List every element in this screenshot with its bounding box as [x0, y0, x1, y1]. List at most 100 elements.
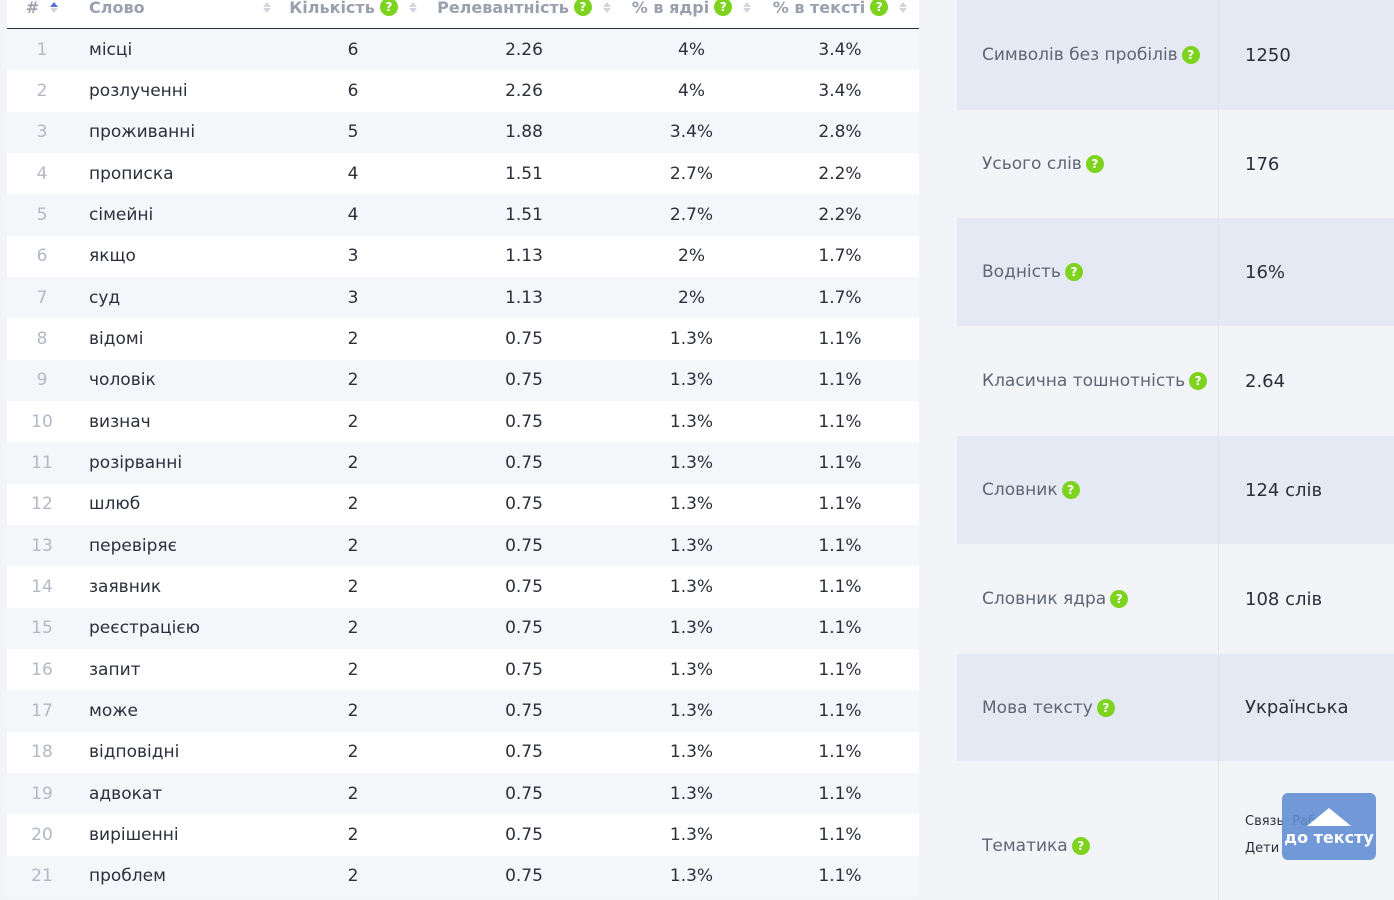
help-icon[interactable]: ? [714, 0, 733, 16]
sort-arrows-icon[interactable] [50, 1, 59, 13]
row-count: 4 [347, 163, 359, 184]
row-core-percent: 2.7% [669, 204, 714, 225]
row-word: може [89, 700, 138, 721]
sort-arrows-icon[interactable] [899, 1, 908, 13]
row-relevance: 0.75 [505, 370, 543, 391]
row-index: 3 [36, 122, 48, 143]
table-header: # Слово Кількість ? Релевантність ? % в … [7, 0, 919, 29]
help-icon[interactable]: ? [379, 0, 398, 16]
column-header-word[interactable]: Слово [77, 0, 277, 28]
row-count: 2 [347, 700, 359, 721]
stat-label: Символів без пробілів? [957, 0, 1219, 110]
row-index: 19 [31, 783, 53, 804]
sort-arrows-icon[interactable] [602, 1, 611, 13]
row-core-percent: 2% [678, 287, 705, 308]
stat-value: 108 слів [1245, 588, 1323, 610]
table-row: 2 розлученні 6 2.26 4% 3.4% [7, 70, 919, 112]
table-row: 16 запит 2 0.75 1.3% 1.1% [7, 648, 919, 691]
sort-arrows-icon[interactable] [743, 1, 752, 13]
row-relevance: 0.75 [505, 576, 543, 597]
row-relevance: 0.75 [505, 328, 543, 349]
row-text-percent: 2.2% [818, 204, 862, 225]
to-text-button[interactable]: до тексту [1282, 793, 1376, 860]
help-icon[interactable]: ? [870, 0, 889, 16]
table-body: 1 місці 6 2.26 4% 3.4% 2 розлученні 6 2.26 4% 3.4% 3… [7, 29, 919, 897]
row-word: перевіряє [89, 535, 177, 556]
row-relevance: 0.75 [505, 824, 543, 845]
column-header-count[interactable]: Кількість ? [277, 0, 429, 28]
row-text-percent: 1.1% [818, 618, 862, 639]
row-text-percent: 1.7% [818, 246, 862, 267]
row-relevance: 1.13 [505, 287, 543, 308]
row-count: 2 [347, 411, 359, 432]
row-core-percent: 4% [678, 39, 705, 60]
help-icon[interactable]: ? [1064, 263, 1083, 281]
row-word: суд [89, 287, 121, 308]
table-row: 13 перевіряє 2 0.75 1.3% 1.1% [7, 524, 919, 567]
row-core-percent: 1.3% [669, 824, 714, 845]
stat-label-text: Словник ядра [982, 589, 1107, 609]
row-core-percent: 1.3% [669, 700, 714, 721]
stat-label: Словник? [957, 436, 1219, 544]
column-header-core-percent[interactable]: % в ядрі ? [619, 0, 764, 28]
row-index: 21 [31, 866, 53, 887]
row-index: 4 [36, 163, 48, 184]
row-core-percent: 1.3% [669, 494, 714, 515]
column-header-text-percent[interactable]: % в тексті ? [764, 0, 916, 28]
stat-row: Усього слів? 176 [957, 110, 1394, 218]
row-index: 2 [36, 80, 48, 101]
topic-tag[interactable]: Связь [1245, 813, 1285, 829]
help-icon[interactable]: ? [573, 0, 592, 16]
table-row: 8 відомі 2 0.75 1.3% 1.1% [7, 318, 919, 360]
row-word: місці [89, 39, 133, 60]
sort-arrows-icon[interactable] [408, 1, 417, 13]
row-relevance: 1.13 [505, 246, 543, 267]
column-header-index[interactable]: # [7, 0, 77, 28]
row-count: 2 [347, 535, 359, 556]
row-word: відомі [89, 328, 144, 349]
row-word: чоловік [89, 370, 156, 391]
row-index: 11 [31, 452, 53, 473]
row-index: 14 [31, 576, 53, 597]
topic-tag[interactable]: Дети [1245, 840, 1280, 856]
row-relevance: 0.75 [505, 618, 543, 639]
column-header-relevance[interactable]: Релевантність ? [429, 0, 619, 28]
help-icon[interactable]: ? [1189, 372, 1208, 390]
help-icon[interactable]: ? [1181, 46, 1200, 64]
table-row: 10 визнач 2 0.75 1.3% 1.1% [7, 400, 919, 443]
table-row: 20 вирішенні 2 0.75 1.3% 1.1% [7, 814, 919, 856]
stat-row: Водність? 16% [957, 218, 1394, 326]
help-icon[interactable]: ? [1071, 836, 1090, 855]
table-row: 6 якщо 3 1.13 2% 1.7% [7, 235, 919, 277]
stat-row: Словник? 124 слів [957, 436, 1394, 544]
stat-row: Символів без пробілів? 1250 [957, 0, 1394, 110]
table-row: 3 проживанні 5 1.88 3.4% 2.8% [7, 111, 919, 153]
help-icon[interactable]: ? [1085, 155, 1104, 173]
stat-label-text: Усього слів [982, 154, 1082, 174]
row-word: прописка [89, 163, 174, 184]
row-word: шлюб [89, 494, 141, 515]
help-icon[interactable]: ? [1061, 481, 1080, 499]
row-text-percent: 1.1% [818, 535, 862, 556]
row-count: 4 [347, 204, 359, 225]
row-relevance: 0.75 [505, 535, 543, 556]
help-icon[interactable]: ? [1110, 590, 1129, 608]
stat-value: 176 [1245, 153, 1280, 175]
row-relevance: 2.26 [505, 80, 543, 101]
row-word: реєстрацією [89, 618, 200, 639]
row-relevance: 0.75 [505, 700, 543, 721]
row-core-percent: 1.3% [669, 452, 714, 473]
row-count: 2 [347, 824, 359, 845]
row-text-percent: 1.1% [818, 370, 862, 391]
stat-row: Словник ядра? 108 слів [957, 544, 1394, 654]
row-word: вирішенні [89, 824, 179, 845]
row-word: розлученні [89, 80, 188, 101]
row-count: 2 [347, 370, 359, 391]
row-index: 5 [36, 204, 48, 225]
help-icon[interactable]: ? [1096, 698, 1115, 717]
row-count: 2 [347, 328, 359, 349]
sort-arrows-icon[interactable] [263, 1, 271, 13]
to-text-label: до тексту [1284, 827, 1374, 847]
row-count: 2 [347, 494, 359, 515]
row-core-percent: 4% [678, 80, 705, 101]
